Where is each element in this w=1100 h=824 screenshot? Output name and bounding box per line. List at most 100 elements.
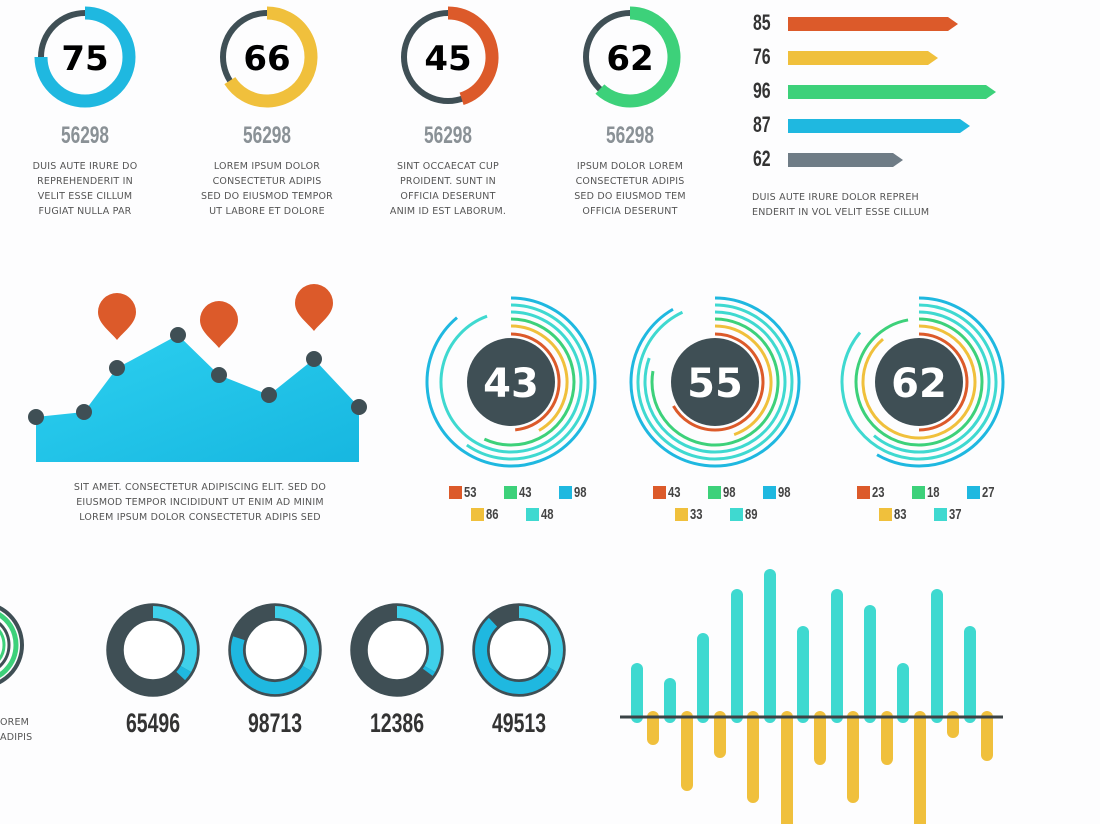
donut-chart bbox=[350, 603, 444, 697]
data-points bbox=[28, 327, 367, 425]
legend-swatch bbox=[653, 486, 666, 499]
legend-item: 23 bbox=[857, 484, 902, 501]
area-caption-line: EIUSMOD TEMPOR INCIDIDUNT UT ENIM AD MIN… bbox=[76, 497, 324, 508]
legend-swatch bbox=[934, 508, 947, 521]
gauge-caption-line: CONSECTETUR ADIPIS bbox=[575, 176, 685, 187]
area-chart bbox=[28, 284, 367, 462]
ring-legend-row: 43 98 98 bbox=[653, 484, 808, 501]
legend-swatch bbox=[471, 508, 484, 521]
ring-gauge-value: 55 bbox=[687, 361, 743, 407]
ring-legend-row: 33 89 bbox=[675, 506, 775, 523]
gauge-caption-line: SINT OCCAECAT CUP bbox=[397, 161, 499, 172]
bar-value-label: 85 bbox=[753, 10, 771, 35]
donut-chart bbox=[472, 603, 566, 697]
legend-swatch bbox=[449, 486, 462, 499]
horizontal-bar-chart: 85 76 96 87 62 bbox=[750, 6, 1050, 226]
arrow-bar bbox=[788, 119, 970, 133]
legend-value: 98 bbox=[723, 484, 736, 501]
legend-swatch bbox=[526, 508, 539, 521]
gauge-caption-line: PROIDENT. SUNT IN bbox=[400, 176, 496, 187]
legend-value: 43 bbox=[668, 484, 681, 501]
legend-swatch bbox=[708, 486, 721, 499]
legend-item: 98 bbox=[763, 484, 808, 501]
legend-value: 48 bbox=[541, 506, 554, 523]
legend-value: 33 bbox=[690, 506, 703, 523]
gauge-stat: 56298 bbox=[605, 122, 655, 149]
legend-value: 83 bbox=[894, 506, 907, 523]
partial-ring-gauge bbox=[0, 605, 24, 685]
legend-swatch bbox=[912, 486, 925, 499]
legend-item: 48 bbox=[526, 506, 571, 523]
gauge-caption-line: DUIS AUTE IRURE DO bbox=[32, 161, 138, 172]
donut-label: 49513 bbox=[491, 708, 547, 738]
legend-swatch bbox=[559, 486, 572, 499]
hbar-caption-line: ENDERIT IN VOL VELIT ESSE CILLUM bbox=[752, 207, 930, 218]
bar-value-label: 62 bbox=[753, 146, 771, 171]
diverging-bar-chart bbox=[620, 569, 1003, 824]
donut-label: 12386 bbox=[369, 708, 425, 738]
legend-item: 98 bbox=[708, 484, 753, 501]
map-pin-icon bbox=[98, 293, 136, 340]
legend-swatch bbox=[879, 508, 892, 521]
gauge-ring: 66 bbox=[220, 6, 318, 108]
gauge-caption: DUIS AUTE IRURE DO REPREHENDERIT IN VELIT … bbox=[0, 159, 185, 219]
partial-caption-line: ADIPIS bbox=[0, 732, 33, 743]
donut-chart bbox=[228, 603, 322, 697]
legend-item: 43 bbox=[504, 484, 549, 501]
hbar-caption-line: DUIS AUTE IRURE DOLOR REPREH bbox=[752, 192, 919, 203]
gauge-value: 45 bbox=[424, 39, 471, 79]
arrow-bar bbox=[788, 85, 996, 99]
donut-chart bbox=[106, 603, 200, 697]
gauge-caption-line: FUGIAT NULLA PAR bbox=[38, 206, 132, 217]
donut-label: 65496 bbox=[125, 708, 181, 738]
gauge-ring: 62 bbox=[583, 6, 681, 108]
bar-value-label: 96 bbox=[753, 78, 771, 103]
legend-value: 89 bbox=[745, 506, 758, 523]
legend-value: 18 bbox=[927, 484, 940, 501]
area-fill bbox=[36, 335, 359, 462]
legend-swatch bbox=[763, 486, 776, 499]
legend-item: 27 bbox=[967, 484, 1012, 501]
legend-value: 98 bbox=[574, 484, 587, 501]
ring-legend-row: 86 48 bbox=[471, 506, 571, 523]
legend-value: 43 bbox=[519, 484, 532, 501]
concentric-ring-gauge: 43 bbox=[425, 296, 597, 468]
ring-gauge-value: 62 bbox=[891, 361, 947, 407]
partial-caption-line: OREM bbox=[0, 717, 30, 728]
map-pin-icons bbox=[98, 284, 333, 348]
area-caption: SIT AMET. CONSECTETUR ADIPISCING ELIT. S… bbox=[20, 480, 380, 525]
legend-item: 86 bbox=[471, 506, 516, 523]
legend-swatch bbox=[504, 486, 517, 499]
gauge-value: 66 bbox=[243, 39, 290, 79]
gauge-value: 75 bbox=[61, 39, 108, 79]
gauge-value: 62 bbox=[606, 39, 653, 79]
gauge-caption-line: UT LABORE ET DOLORE bbox=[209, 206, 325, 217]
gauge-caption-line: LOREM IPSUM DOLOR bbox=[213, 161, 321, 172]
gauge-ring: 75 bbox=[34, 6, 136, 108]
legend-value: 86 bbox=[486, 506, 499, 523]
gauge-caption-line: OFFICIA DESERUNT bbox=[582, 206, 678, 217]
legend-value: 53 bbox=[464, 484, 477, 501]
gauge-caption: SINT OCCAECAT CUP PROIDENT. SUNT IN OFFICI… bbox=[348, 159, 548, 219]
map-pin-icon bbox=[200, 301, 238, 348]
legend-item: 33 bbox=[675, 506, 720, 523]
radial-gauge: 66 56298 LOREM IPSUM DOLOR CONSECTETUR ADIP… bbox=[177, 0, 357, 230]
radial-gauge: 62 56298 IPSUM DOLOR LOREM CONSECTETUR ADIP… bbox=[540, 0, 720, 230]
legend-item: 53 bbox=[449, 484, 494, 501]
gauge-caption-line: VELIT ESSE CILLUM bbox=[37, 191, 133, 202]
gauge-caption-line: IPSUM DOLOR LOREM bbox=[576, 161, 684, 172]
legend-value: 23 bbox=[872, 484, 885, 501]
ring-legend-row: 23 18 27 bbox=[857, 484, 1012, 501]
bar-value-label: 76 bbox=[753, 44, 771, 69]
legend-item: 98 bbox=[559, 484, 604, 501]
gauge-stat: 56298 bbox=[60, 122, 110, 149]
partial-caption: OREM ADIPIS bbox=[0, 715, 32, 745]
legend-swatch bbox=[857, 486, 870, 499]
radial-gauge: 75 56298 DUIS AUTE IRURE DO REPREHENDERIT I… bbox=[0, 0, 175, 230]
concentric-ring-gauge: 62 bbox=[840, 296, 1005, 468]
radial-gauge: 45 56298 SINT OCCAECAT CUP PROIDENT. SUNT I… bbox=[358, 0, 538, 230]
gauge-stat: 56298 bbox=[423, 122, 473, 149]
gauge-caption-line: OFFICIA DESERUNT bbox=[400, 191, 496, 202]
legend-value: 37 bbox=[949, 506, 962, 523]
legend-item: 37 bbox=[934, 506, 979, 523]
